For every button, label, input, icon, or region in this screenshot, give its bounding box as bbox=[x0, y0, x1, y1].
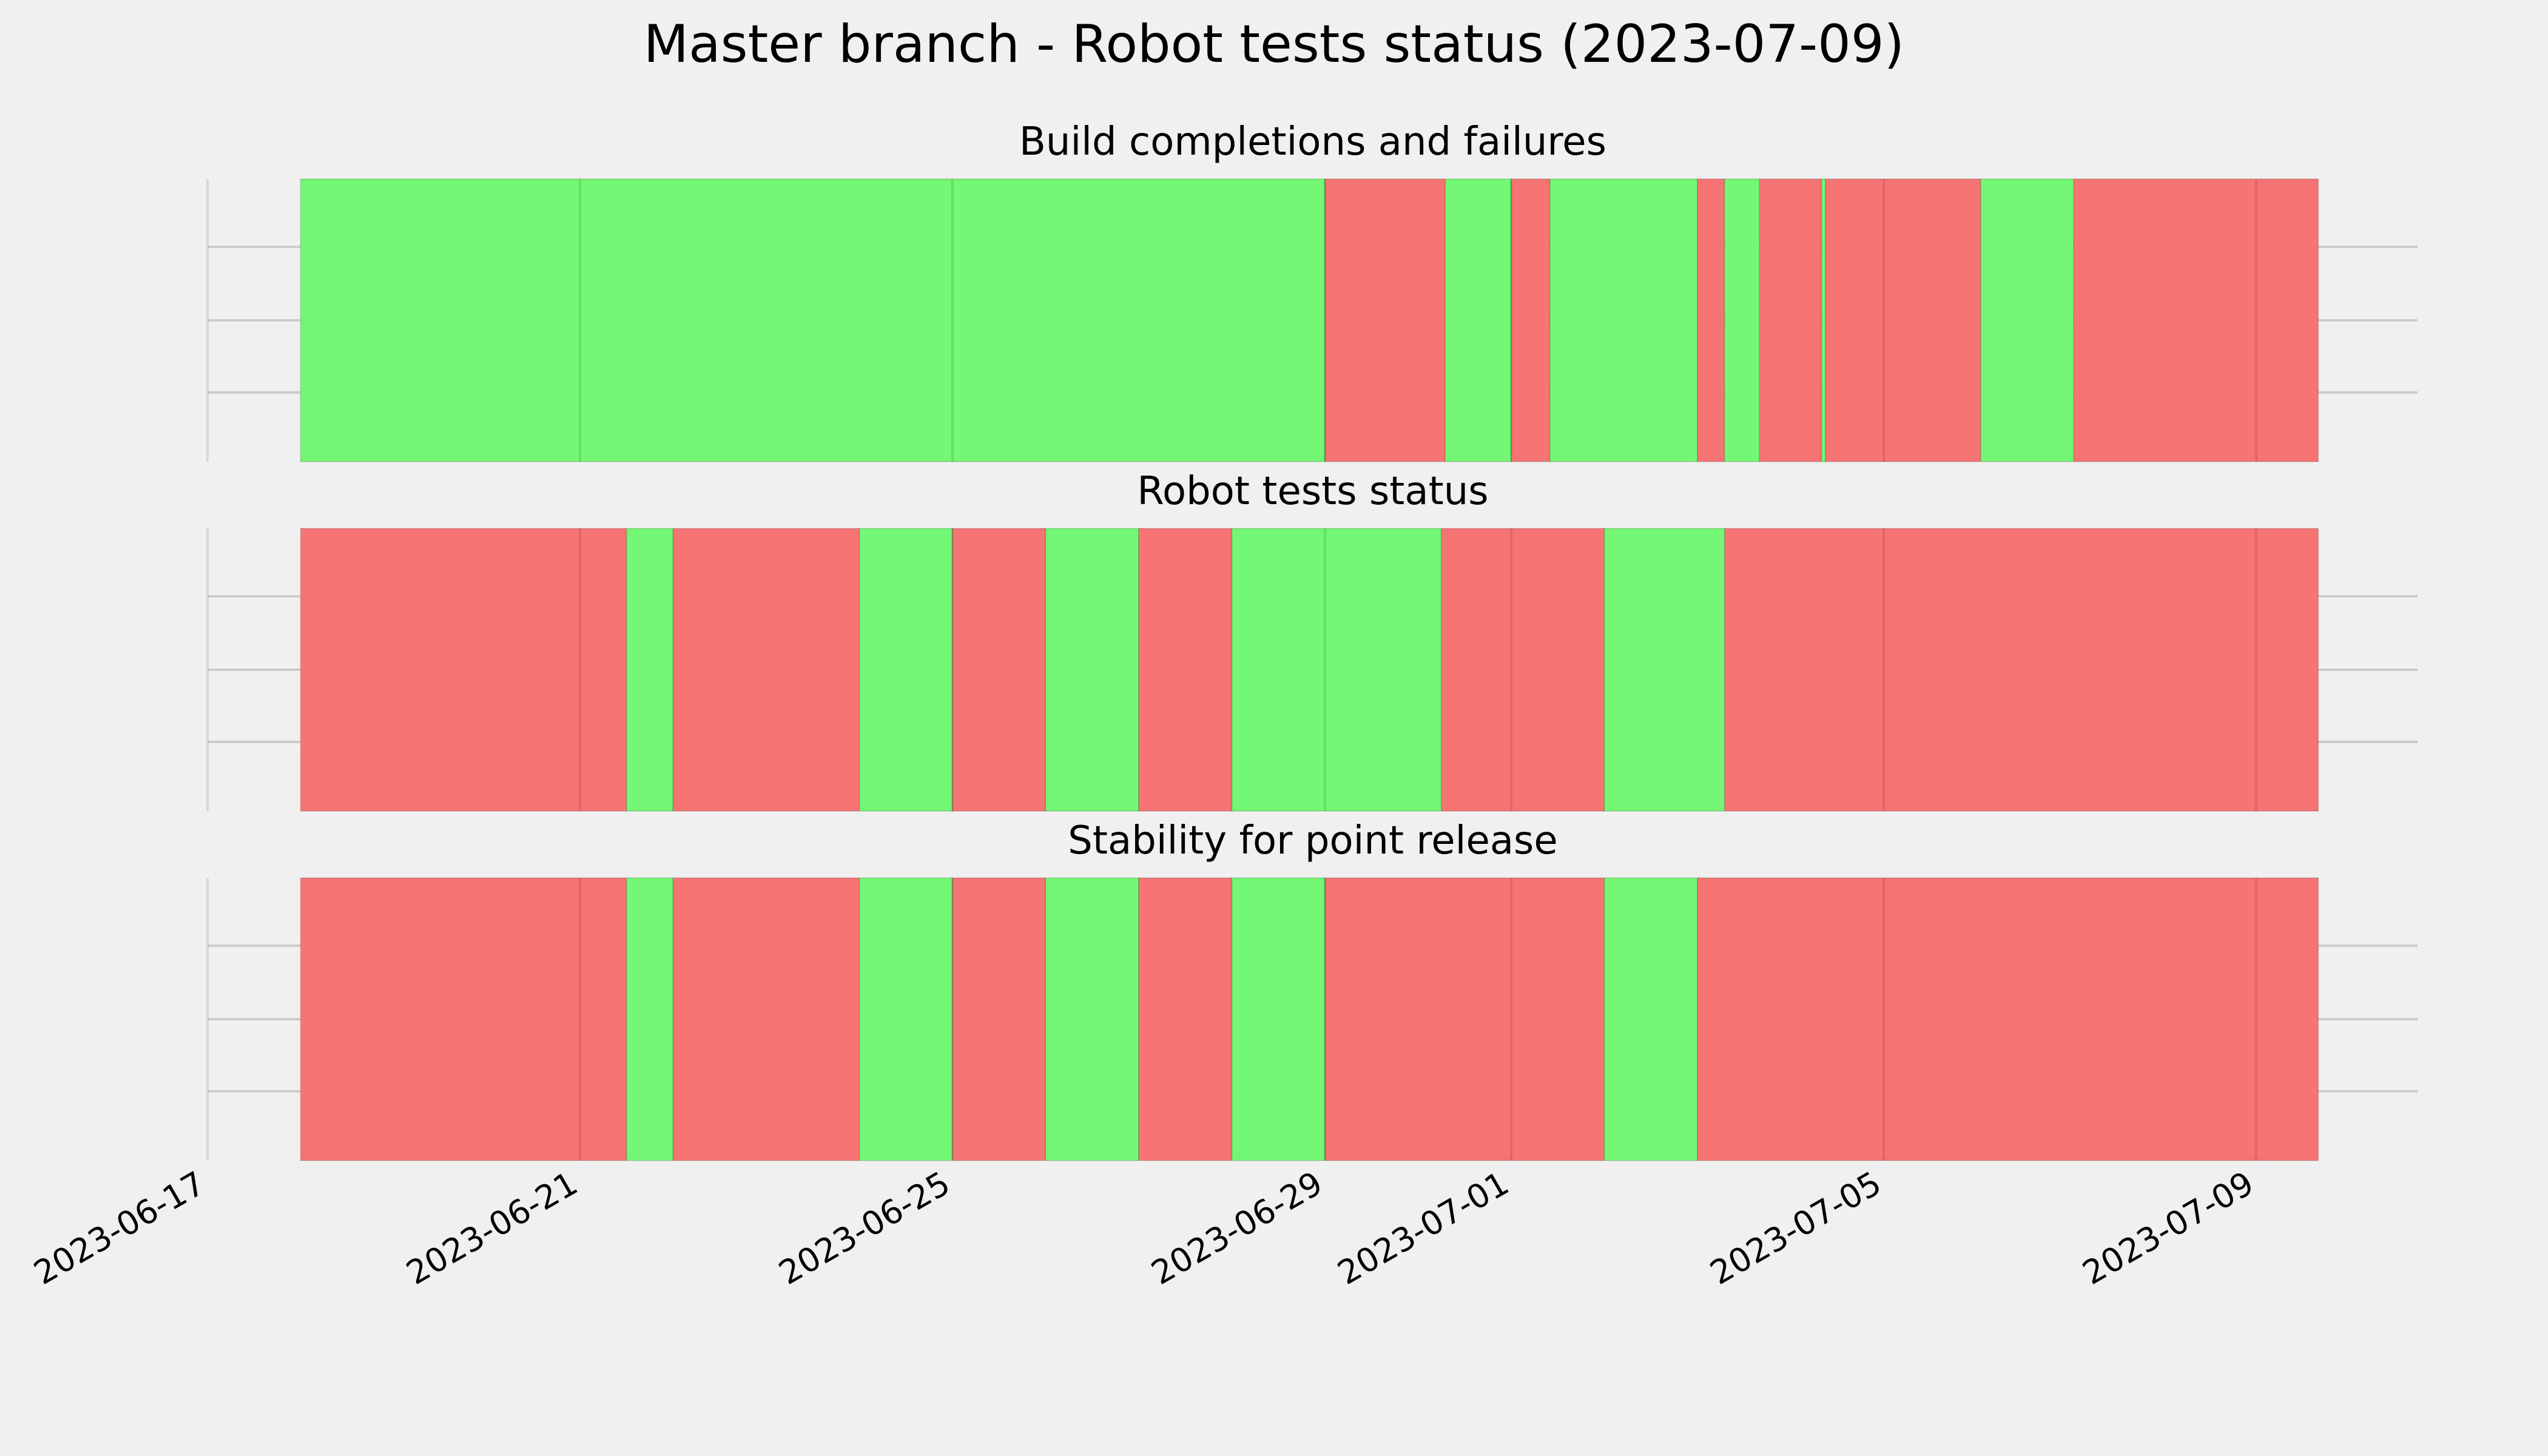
status-segment-pass bbox=[1231, 528, 1442, 812]
status-segment-fail bbox=[1697, 877, 2319, 1161]
status-segment-fail bbox=[1697, 178, 1725, 462]
status-segment-pass bbox=[1045, 528, 1139, 812]
status-segment-pass bbox=[625, 877, 674, 1161]
panel-3: Stability for point release bbox=[206, 818, 2418, 1161]
status-segment-pass bbox=[1444, 178, 1512, 462]
status-segment-fail bbox=[1825, 178, 1981, 462]
panel-title: Stability for point release bbox=[1068, 818, 1558, 863]
status-segment-fail bbox=[300, 877, 627, 1161]
status-segment-fail bbox=[1324, 178, 1446, 462]
panel-2: Robot tests status bbox=[206, 469, 2418, 812]
status-segment-pass bbox=[1603, 528, 1725, 812]
status-segment-fail bbox=[1138, 528, 1233, 812]
status-segment-pass bbox=[1231, 877, 1326, 1161]
status-segment-pass bbox=[1045, 877, 1139, 1161]
status-segment-pass bbox=[625, 528, 674, 812]
panels: Build completions and failures Robot test… bbox=[206, 120, 2418, 1161]
status-segment-pass bbox=[1724, 178, 1761, 462]
status-segment-pass bbox=[300, 178, 1326, 462]
status-segment-fail bbox=[672, 877, 860, 1161]
status-segment-fail bbox=[300, 528, 627, 812]
status-segment-fail bbox=[672, 528, 860, 812]
status-segment-fail bbox=[1759, 178, 1822, 462]
status-segment-fail bbox=[1724, 528, 2319, 812]
status-segment-pass bbox=[1603, 877, 1698, 1161]
status-segment-fail bbox=[1324, 877, 1605, 1161]
status-segment-fail bbox=[2073, 178, 2319, 462]
panel-title: Build completions and failures bbox=[1019, 120, 1606, 164]
status-segment-fail bbox=[1511, 178, 1551, 462]
status-segment-fail bbox=[1440, 528, 1605, 812]
status-segment-pass bbox=[858, 877, 953, 1161]
panel-1: Build completions and failures bbox=[206, 120, 2418, 462]
status-segment-pass bbox=[858, 528, 953, 812]
status-segment-fail bbox=[1138, 877, 1233, 1161]
panel-title: Robot tests status bbox=[1137, 469, 1488, 514]
status-segment-pass bbox=[1549, 178, 1698, 462]
status-segment-fail bbox=[952, 528, 1046, 812]
status-segment-pass bbox=[1980, 178, 2075, 462]
chart-title: Master branch - Robot tests status (2023… bbox=[644, 14, 1904, 75]
status-segment-fail bbox=[952, 877, 1046, 1161]
